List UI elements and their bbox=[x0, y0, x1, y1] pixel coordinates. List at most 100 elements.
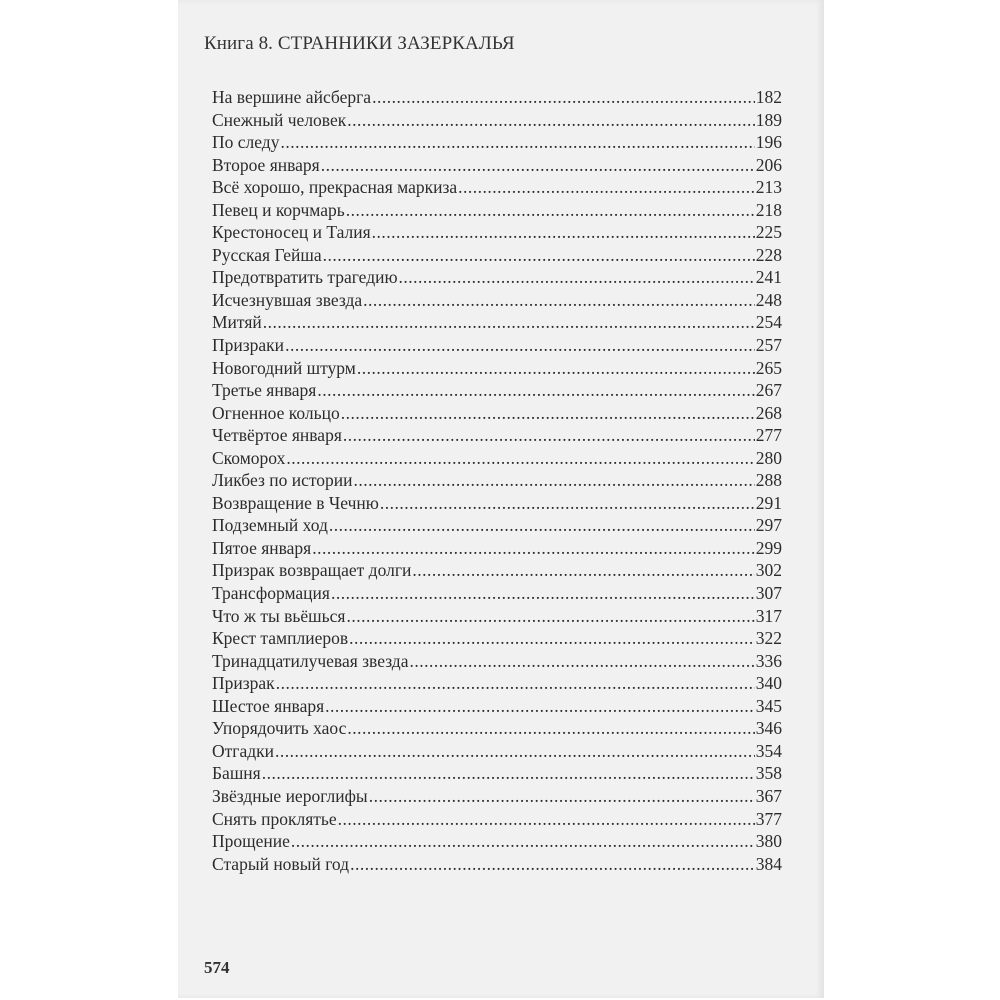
toc-entry-title: Подземный ход bbox=[212, 515, 328, 536]
toc-entry: Тринадцатилучевая звезда 336 bbox=[212, 651, 782, 674]
toc-entry: Подземный ход 297 bbox=[212, 515, 782, 538]
toc-entry-title: Огненное кольцо bbox=[212, 402, 340, 423]
toc-entry: Снять проклятье 377 bbox=[212, 809, 782, 832]
dot-leader bbox=[275, 741, 755, 762]
toc-entry: Что ж ты вьёшься 317 bbox=[212, 606, 782, 629]
dot-leader bbox=[341, 403, 755, 424]
dot-leader bbox=[357, 358, 755, 379]
toc-entry-title: Исчезнувшая звезда bbox=[212, 289, 363, 310]
toc-entry-title: Призраки bbox=[212, 335, 285, 356]
dot-leader bbox=[321, 155, 755, 176]
toc-entry-page: 225 bbox=[755, 222, 782, 243]
toc-entry-title: Прощение bbox=[212, 831, 290, 852]
toc-entry-page: 189 bbox=[755, 109, 782, 130]
dot-leader bbox=[343, 425, 755, 446]
toc-entry-page: 196 bbox=[755, 132, 782, 153]
dot-leader bbox=[346, 200, 755, 221]
toc-entry: Упорядочить хаос 346 bbox=[212, 718, 782, 741]
toc-entry: Предотвратить трагедию 241 bbox=[212, 267, 782, 290]
toc-entry: Исчезнувшая звезда 248 bbox=[212, 290, 782, 313]
toc-entry-title: Второе января bbox=[212, 154, 320, 175]
toc-entry-title: По следу bbox=[212, 132, 280, 153]
toc-entry-page: 241 bbox=[755, 267, 782, 288]
toc-entry-title: Старый новый год bbox=[212, 853, 350, 874]
dot-leader bbox=[331, 583, 755, 604]
toc-entry: Призраки 257 bbox=[212, 335, 782, 358]
dot-leader bbox=[276, 673, 755, 694]
toc-entry-title: Четвёртое января bbox=[212, 425, 342, 446]
toc-entry: По следу 196 bbox=[212, 132, 782, 155]
toc-entry-page: 182 bbox=[755, 87, 782, 107]
dot-leader bbox=[346, 606, 754, 627]
toc-entry-page: 288 bbox=[755, 470, 782, 491]
toc-entry-title: Снежный человек bbox=[212, 109, 347, 130]
dot-leader bbox=[399, 267, 755, 288]
toc-entry-title: Предотвратить трагедию bbox=[212, 267, 398, 288]
dot-leader bbox=[349, 628, 755, 649]
toc-entry-page: 354 bbox=[755, 740, 782, 761]
toc-entry: Возвращение в Чечню 291 bbox=[212, 493, 782, 516]
dot-leader bbox=[329, 515, 755, 536]
dot-leader bbox=[412, 560, 754, 581]
toc-entry: Ликбез по истории 288 bbox=[212, 470, 782, 493]
toc-entry: Митяй 254 bbox=[212, 312, 782, 335]
toc-entry-title: На вершине айсберга bbox=[212, 87, 372, 107]
dot-leader bbox=[350, 854, 755, 875]
toc-entry-page: 206 bbox=[755, 154, 782, 175]
toc-entry-page: 267 bbox=[755, 380, 782, 401]
dot-leader bbox=[286, 448, 754, 469]
table-of-contents: На вершине айсберга 182 Снежный человек 189… bbox=[212, 87, 782, 876]
toc-entry-page: 265 bbox=[755, 357, 782, 378]
dot-leader bbox=[347, 718, 754, 739]
dot-leader bbox=[323, 245, 755, 266]
toc-entry-title: Тринадцатилучевая звезда bbox=[212, 650, 409, 671]
dot-leader bbox=[458, 177, 755, 198]
toc-entry-page: 257 bbox=[755, 335, 782, 356]
dot-leader bbox=[363, 290, 755, 311]
dot-leader bbox=[280, 132, 754, 153]
toc-entry-page: 377 bbox=[755, 808, 782, 829]
toc-entry: Призрак 340 bbox=[212, 673, 782, 696]
toc-entry-page: 380 bbox=[755, 831, 782, 852]
toc-entry-page: 322 bbox=[755, 628, 782, 649]
toc-entry-title: Возвращение в Чечню bbox=[212, 492, 379, 513]
dot-leader bbox=[369, 786, 755, 807]
toc-entry-title: Снять проклятье bbox=[212, 808, 337, 829]
toc-entry-title: Призрак возвращает долги bbox=[212, 560, 412, 581]
toc-entry-page: 336 bbox=[755, 650, 782, 671]
toc-entry-page: 340 bbox=[755, 673, 782, 694]
section-title: Книга 8. СТРАННИКИ ЗАЗЕРКАЛЬЯ bbox=[204, 33, 515, 54]
toc-entry-title: Ликбез по истории bbox=[212, 470, 353, 491]
toc-entry: Скоморох 280 bbox=[212, 448, 782, 471]
toc-entry-title: Звёздные иероглифы bbox=[212, 785, 368, 806]
toc-entry-page: 254 bbox=[755, 312, 782, 333]
toc-entry: Всё хорошо, прекрасная маркиза 213 bbox=[212, 177, 782, 200]
toc-entry-title: Башня bbox=[212, 763, 261, 784]
toc-entry: На вершине айсберга 182 bbox=[212, 87, 782, 110]
toc-entry-page: 228 bbox=[755, 244, 782, 265]
toc-entry: Старый новый год 384 bbox=[212, 854, 782, 877]
dot-leader bbox=[354, 470, 755, 491]
toc-entry: Шестое января 345 bbox=[212, 696, 782, 719]
dot-leader bbox=[317, 380, 754, 401]
toc-entry-page: 213 bbox=[755, 177, 782, 198]
toc-entry-title: Что ж ты вьёшься bbox=[212, 605, 346, 626]
toc-entry-page: 280 bbox=[755, 447, 782, 468]
toc-entry-page: 268 bbox=[755, 402, 782, 423]
toc-entry: Четвёртое января 277 bbox=[212, 425, 782, 448]
toc-entry-page: 358 bbox=[755, 763, 782, 784]
toc-entry: Крестоносец и Талия 225 bbox=[212, 222, 782, 245]
toc-entry-title: Крест тамплиеров bbox=[212, 628, 349, 649]
toc-entry: Третье января 267 bbox=[212, 380, 782, 403]
toc-entry: Пятое января 299 bbox=[212, 538, 782, 561]
toc-entry-title: Упорядочить хаос bbox=[212, 718, 347, 739]
toc-entry: Огненное кольцо 268 bbox=[212, 403, 782, 426]
toc-entry-title: Скоморох bbox=[212, 447, 286, 468]
toc-entry-title: Певец и корчмарь bbox=[212, 199, 345, 220]
dot-leader bbox=[347, 110, 755, 131]
toc-entry-title: Отгадки bbox=[212, 740, 275, 761]
dot-leader bbox=[291, 831, 755, 852]
toc-entry-page: 346 bbox=[755, 718, 782, 739]
dot-leader bbox=[372, 87, 755, 108]
toc-entry: Призрак возвращает долги 302 bbox=[212, 560, 782, 583]
